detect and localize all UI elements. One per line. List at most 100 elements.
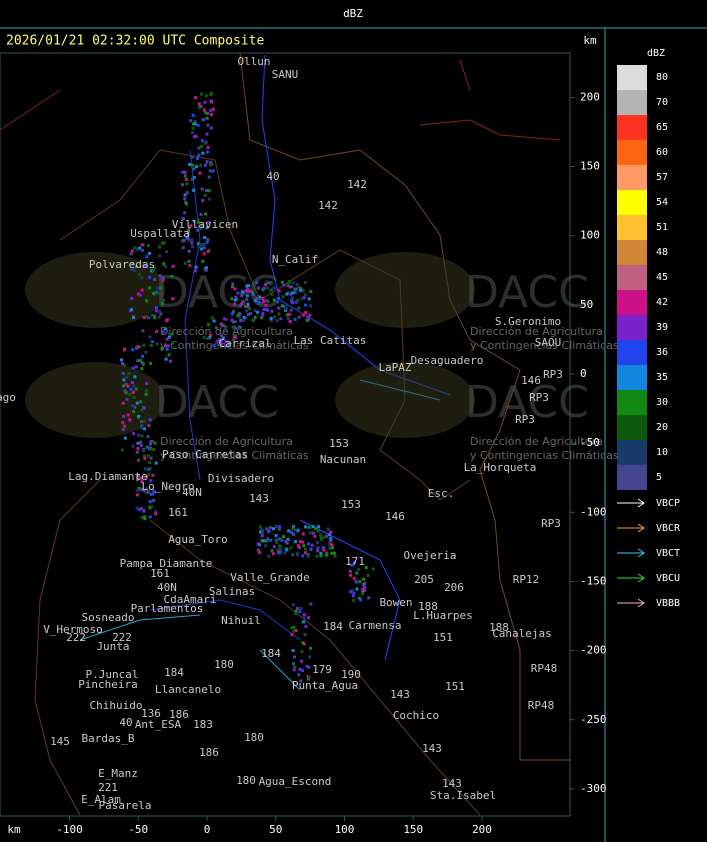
- radar-echo: [195, 165, 199, 168]
- radar-echo: [262, 286, 266, 290]
- radar-echo: [158, 286, 162, 290]
- radar-echo: [142, 449, 146, 453]
- watermark-text: DACC: [155, 267, 279, 318]
- radar-echo: [204, 94, 208, 98]
- radar-echo: [132, 410, 136, 414]
- y-tick-label: 200: [580, 90, 600, 103]
- radar-echo: [203, 193, 207, 197]
- radar-echo: [206, 322, 210, 326]
- radar-echo: [190, 241, 194, 245]
- place-label: Lag.Diamante: [68, 470, 147, 483]
- radar-echo: [148, 286, 152, 290]
- radar-echo: [307, 525, 311, 529]
- radar-echo: [136, 488, 140, 492]
- radar-echo: [262, 299, 265, 303]
- radar-echo: [125, 397, 129, 401]
- y-tick-label: -250: [580, 713, 607, 726]
- place-label: ago: [0, 391, 16, 404]
- radar-echo: [293, 655, 296, 659]
- radar-echo: [367, 596, 371, 600]
- place-label: 151: [445, 680, 465, 693]
- radar-echo: [225, 344, 229, 348]
- plot-frame: [0, 52, 571, 817]
- x-tick-label: 0: [204, 823, 211, 836]
- radar-echo: [147, 424, 151, 428]
- legend-swatch: [617, 240, 647, 265]
- place-label: RP48: [531, 662, 558, 675]
- place-label: P.Juncal: [86, 668, 139, 681]
- radar-echo: [234, 295, 238, 299]
- radar-echo: [316, 549, 320, 553]
- radar-echo: [143, 517, 147, 521]
- radar-echo: [280, 280, 284, 284]
- radar-echo: [192, 219, 196, 223]
- place-label: 142: [347, 178, 367, 191]
- legend-swatch: [617, 190, 647, 215]
- legend-label: 54: [656, 197, 668, 208]
- radar-echo: [291, 291, 295, 295]
- radar-echo: [140, 248, 144, 252]
- radar-echo: [204, 266, 208, 270]
- border: [59, 149, 471, 501]
- radar-echo: [145, 382, 149, 385]
- radar-echo: [202, 252, 206, 256]
- radar-echo: [142, 509, 146, 513]
- radar-echo: [152, 447, 156, 451]
- legend-label: 42: [656, 297, 668, 308]
- radar-echo: [188, 264, 192, 268]
- radar-echo: [139, 400, 143, 404]
- radar-echo: [291, 527, 295, 531]
- radar-echo: [306, 677, 310, 681]
- radar-echo: [261, 531, 264, 535]
- radar-echo: [203, 236, 207, 239]
- radar-echo: [132, 316, 135, 320]
- place-label: Chihuido: [90, 699, 143, 712]
- place-label: Lo_Negro: [142, 480, 195, 493]
- radar-echo: [352, 576, 356, 580]
- radar-echo: [148, 515, 152, 519]
- station-arrow: [617, 573, 645, 583]
- radar-echo: [149, 361, 153, 365]
- radar-echo: [244, 316, 248, 320]
- radar-echo: [355, 587, 359, 591]
- radar-echo: [123, 348, 126, 352]
- radar-echo: [134, 387, 138, 391]
- radar-echo: [306, 554, 310, 558]
- radar-echo: [135, 493, 139, 497]
- radar-echo: [324, 553, 328, 557]
- legend: dBZ 80 70 65 60 57 54 51 48 45 42 39 36 35 30 20 10 5 VBCP…: [617, 48, 681, 609]
- place-label: Pampa_Diamante: [120, 557, 213, 570]
- radar-echo: [259, 530, 262, 534]
- legend-swatch: [617, 215, 647, 240]
- radar-echo: [155, 329, 159, 333]
- x-tick-label: 200: [472, 823, 492, 836]
- place-label: Esc.: [428, 487, 455, 500]
- place-label: 143: [422, 742, 442, 755]
- place-label: 205: [414, 573, 434, 586]
- radar-echo: [277, 537, 281, 541]
- radar-echo: [315, 554, 319, 558]
- radar-echo: [206, 123, 210, 127]
- radar-echo: [193, 122, 197, 126]
- radar-echo: [140, 424, 144, 428]
- radar-echo: [246, 305, 250, 309]
- radar-echo: [154, 461, 158, 465]
- y-tick-label: -200: [580, 644, 607, 657]
- radar-echo: [120, 358, 123, 362]
- radar-echo: [171, 264, 175, 268]
- radar-echo: [244, 305, 248, 309]
- radar-echo: [309, 290, 313, 293]
- radar-echo: [297, 285, 301, 289]
- radar-echo: [351, 594, 355, 598]
- legend-swatch: [617, 465, 647, 490]
- watermark-text: DACC: [465, 267, 589, 318]
- radar-echo: [328, 546, 332, 550]
- radar-echo: [294, 612, 298, 616]
- radar-echo: [309, 602, 313, 606]
- legend-swatch: [617, 90, 647, 115]
- radar-echo: [239, 319, 243, 322]
- radar-echo: [297, 544, 300, 548]
- radar-echo: [205, 116, 209, 120]
- radar-echo: [138, 345, 142, 349]
- radar-echo: [303, 293, 307, 297]
